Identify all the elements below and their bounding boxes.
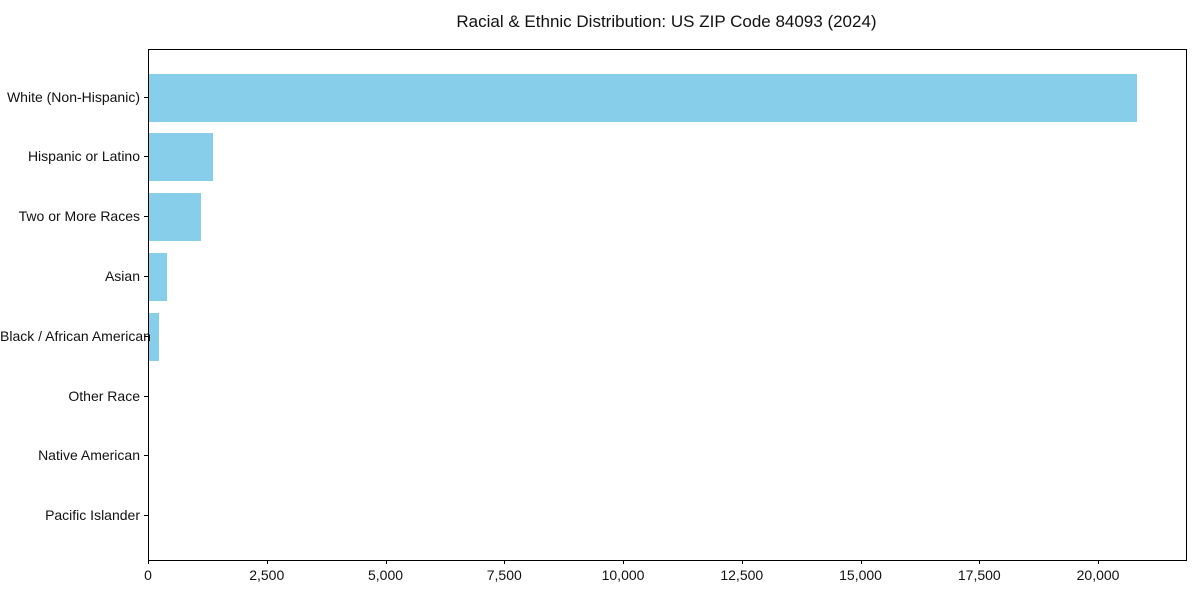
y-axis-label-hispanic-or-latino: Hispanic or Latino xyxy=(27,148,140,165)
x-axis-tick xyxy=(504,560,506,564)
y-axis-label-asian: Asian xyxy=(104,267,140,284)
y-axis-tick xyxy=(144,156,148,158)
y-axis-tick xyxy=(144,515,148,517)
bar-two-or-more-races xyxy=(149,193,201,242)
y-axis-label-white-non-hispanic: White (Non-Hispanic) xyxy=(6,88,140,105)
x-axis-tick xyxy=(860,560,862,564)
x-axis-tick xyxy=(623,560,625,564)
y-axis-tick xyxy=(144,455,148,457)
plot-area xyxy=(148,49,1187,561)
chart-title: Racial & Ethnic Distribution: US ZIP Cod… xyxy=(456,12,877,31)
y-axis-tick xyxy=(144,275,148,277)
x-axis-tick-label: 20,000 xyxy=(1076,567,1120,583)
x-axis-tick xyxy=(979,560,981,564)
bar-black-african-american xyxy=(149,312,159,361)
x-axis-tick-label: 2,500 xyxy=(249,567,285,583)
y-axis-tick xyxy=(144,96,148,98)
x-axis-tick-label: 15,000 xyxy=(839,567,882,583)
x-axis-tick xyxy=(385,560,387,564)
chart-title-wrap: Racial & Ethnic Distribution: US ZIP Cod… xyxy=(148,12,1185,32)
x-axis-tick-label: 7,500 xyxy=(486,567,522,583)
x-axis-tick-label: 12,500 xyxy=(720,567,764,583)
bar-hispanic-or-latino xyxy=(149,133,214,182)
x-axis-tick-label: 10,000 xyxy=(601,567,645,583)
bar-white-non-hispanic xyxy=(149,73,1138,122)
y-axis-label-two-or-more-races: Two or More Races xyxy=(18,208,140,225)
y-axis-tick xyxy=(144,216,148,218)
y-axis-label-black-african-american: Black / African American xyxy=(0,327,151,344)
y-axis-label-native-american: Native American xyxy=(38,447,140,464)
x-axis-tick xyxy=(741,560,743,564)
bar-asian xyxy=(149,252,167,301)
y-axis-label-other-race: Other Race xyxy=(68,387,140,404)
x-axis-tick-label: 0 xyxy=(144,567,152,583)
x-axis-tick xyxy=(1098,560,1100,564)
x-axis-tick-label: 5,000 xyxy=(367,567,404,583)
x-axis-tick xyxy=(148,560,149,564)
x-axis-tick-label: 17,500 xyxy=(957,567,1001,583)
x-axis-tick xyxy=(266,560,268,564)
y-axis-tick xyxy=(144,395,148,397)
y-axis-label-pacific-islander: Pacific Islander xyxy=(45,507,140,524)
y-axis-tick xyxy=(144,335,148,337)
